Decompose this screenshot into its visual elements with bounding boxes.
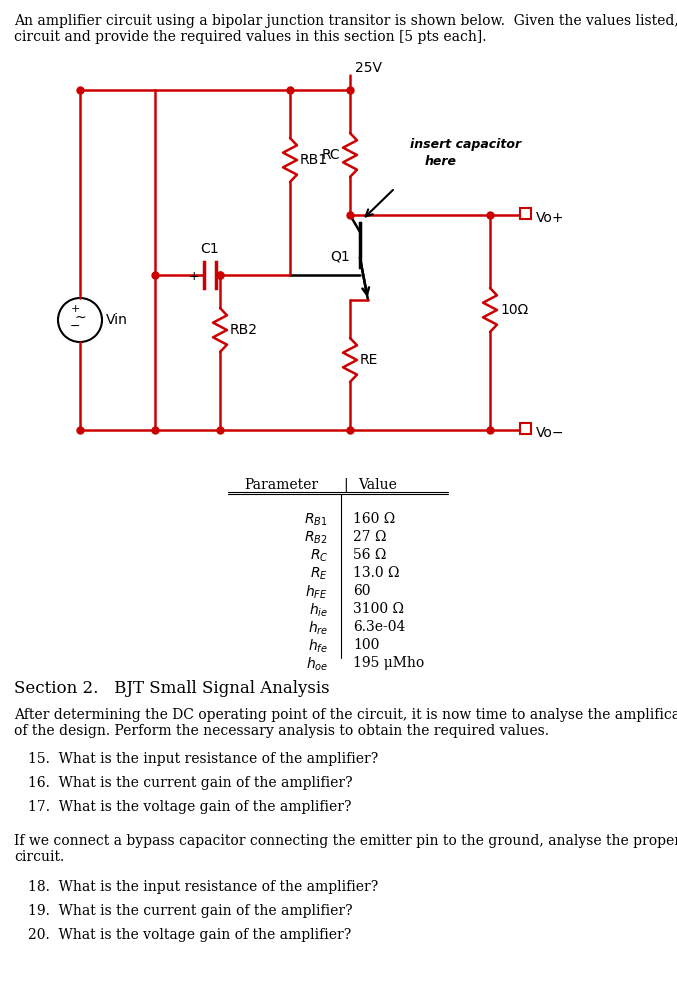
- Bar: [520, 208, 531, 219]
- Text: $h_{FE}$: $h_{FE}$: [305, 584, 328, 601]
- Text: $R_C$: $R_C$: [309, 548, 328, 564]
- Text: circuit and provide the required values in this section [5 pts each].: circuit and provide the required values …: [14, 30, 487, 44]
- Text: If we connect a bypass capacitor connecting the emitter pin to the ground, analy: If we connect a bypass capacitor connect…: [14, 834, 677, 848]
- Text: Vo−: Vo−: [536, 426, 565, 440]
- Text: Value: Value: [358, 478, 397, 492]
- Text: Parameter: Parameter: [244, 478, 318, 492]
- Text: Q1: Q1: [330, 249, 350, 263]
- Text: 6.3e-04: 6.3e-04: [353, 620, 406, 634]
- Text: 17.  What is the voltage gain of the amplifier?: 17. What is the voltage gain of the ampl…: [28, 800, 351, 814]
- Text: After determining the DC operating point of the circuit, it is now time to analy: After determining the DC operating point…: [14, 708, 677, 722]
- Text: RB1: RB1: [300, 153, 328, 167]
- Text: RC: RC: [322, 148, 341, 162]
- Text: 10Ω: 10Ω: [500, 303, 528, 317]
- Text: 27 Ω: 27 Ω: [353, 530, 387, 544]
- Text: 3100 Ω: 3100 Ω: [353, 602, 404, 616]
- Text: 19.  What is the current gain of the amplifier?: 19. What is the current gain of the ampl…: [28, 904, 353, 918]
- Text: 13.0 Ω: 13.0 Ω: [353, 566, 399, 580]
- Text: RB2: RB2: [230, 323, 258, 337]
- Text: 195 μMho: 195 μMho: [353, 656, 424, 670]
- Text: ~: ~: [74, 311, 86, 325]
- Text: $h_{fe}$: $h_{fe}$: [308, 638, 328, 655]
- Text: C1: C1: [200, 242, 219, 256]
- Text: 15.  What is the input resistance of the amplifier?: 15. What is the input resistance of the …: [28, 752, 378, 766]
- Text: |: |: [343, 478, 347, 492]
- Text: Vo+: Vo+: [536, 211, 565, 225]
- Text: $R_E$: $R_E$: [310, 566, 328, 582]
- Text: $h_{oe}$: $h_{oe}$: [306, 656, 328, 673]
- Text: here: here: [425, 155, 457, 168]
- Text: An amplifier circuit using a bipolar junction transitor is shown below.  Given t: An amplifier circuit using a bipolar jun…: [14, 14, 677, 28]
- Text: $R_{B1}$: $R_{B1}$: [305, 512, 328, 528]
- Text: 25V: 25V: [355, 61, 382, 75]
- Text: 16.  What is the current gain of the amplifier?: 16. What is the current gain of the ampl…: [28, 776, 353, 790]
- Text: +: +: [70, 304, 80, 314]
- Bar: [520, 423, 531, 434]
- Text: $h_{ie}$: $h_{ie}$: [309, 602, 328, 619]
- Text: $R_{B2}$: $R_{B2}$: [305, 530, 328, 546]
- Text: +: +: [189, 270, 199, 283]
- Text: $h_{re}$: $h_{re}$: [307, 620, 328, 637]
- Text: 20.  What is the voltage gain of the amplifier?: 20. What is the voltage gain of the ampl…: [28, 928, 351, 942]
- Text: insert capacitor: insert capacitor: [410, 138, 521, 151]
- Text: Section 2.   BJT Small Signal Analysis: Section 2. BJT Small Signal Analysis: [14, 680, 330, 697]
- Text: 60: 60: [353, 584, 370, 598]
- Text: Vin: Vin: [106, 313, 128, 327]
- Text: −: −: [70, 320, 81, 333]
- Text: 100: 100: [353, 638, 379, 652]
- Text: 18.  What is the input resistance of the amplifier?: 18. What is the input resistance of the …: [28, 880, 378, 894]
- Text: RE: RE: [360, 353, 378, 367]
- Text: 160 Ω: 160 Ω: [353, 512, 395, 526]
- Text: 56 Ω: 56 Ω: [353, 548, 387, 562]
- Text: circuit.: circuit.: [14, 850, 64, 864]
- Text: of the design. Perform the necessary analysis to obtain the required values.: of the design. Perform the necessary ana…: [14, 724, 549, 738]
